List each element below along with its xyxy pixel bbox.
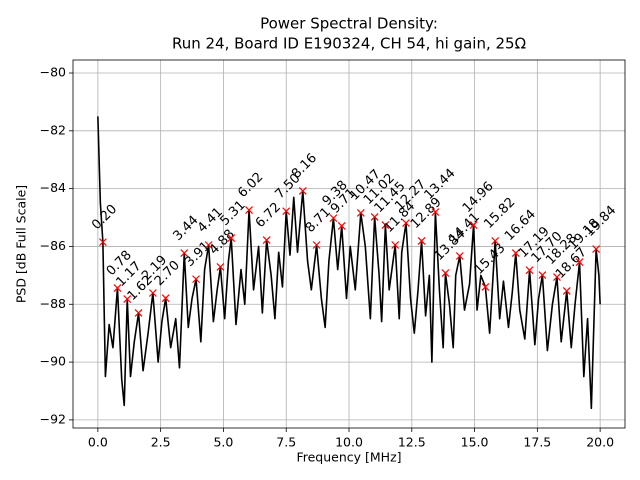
peak-marker [227, 234, 236, 242]
x-tick-label: 2.5 [151, 435, 171, 450]
psd-line [97, 116, 601, 410]
peak-label: 5.31 [217, 198, 248, 229]
peak-marker [511, 249, 520, 258]
peak-marker [553, 273, 561, 282]
x-tick-label: 7.5 [276, 435, 296, 450]
x-tick-label: 20.0 [586, 435, 614, 450]
peak-label: 4.88 [207, 227, 238, 258]
peak-label: 6.02 [235, 170, 266, 201]
peak-marker [592, 245, 601, 253]
peak-label: 8.16 [289, 151, 320, 182]
peak-marker [391, 241, 400, 249]
peak-marker [180, 249, 189, 258]
peak-marker [455, 252, 464, 260]
peak-marker [262, 236, 271, 245]
peak-label: 6.72 [253, 200, 284, 231]
peak-label: 0.20 [89, 202, 120, 233]
peak-marker [337, 222, 346, 230]
peak-marker [192, 275, 200, 284]
peak-marker [113, 284, 122, 293]
y-tick-label: −92 [40, 411, 66, 426]
peak-marker [402, 219, 410, 227]
x-tick-label: 15.0 [461, 435, 489, 450]
peak-label: 8.71 [303, 205, 334, 236]
peak-marker [431, 208, 440, 216]
peak-marker [161, 294, 170, 303]
y-tick-label: −88 [40, 296, 66, 311]
peak-marker [417, 237, 426, 245]
peak-marker [481, 283, 490, 291]
peak-label: 13.44 [422, 166, 459, 203]
y-axis-label: PSD [dB Full Scale] [14, 185, 29, 303]
peak-marker [469, 221, 478, 229]
peak-marker [148, 289, 157, 297]
plot-frame [72, 59, 626, 429]
y-tick-label: −80 [40, 65, 66, 80]
y-tick-label: −82 [40, 122, 66, 137]
x-tick-label: 17.5 [523, 435, 551, 450]
peak-marker [98, 238, 107, 247]
peak-marker [575, 258, 584, 266]
peak-marker [562, 287, 571, 295]
peak-marker [441, 269, 450, 277]
y-tick-label: −90 [40, 354, 66, 369]
x-tick-label: 10.0 [335, 435, 363, 450]
x-tick-label: 12.5 [398, 435, 426, 450]
peak-marker [282, 207, 291, 216]
chart-subtitle: Run 24, Board ID E190324, CH 54, hi gain… [172, 35, 526, 53]
x-tick-label: 5.0 [213, 435, 233, 450]
peak-marker [245, 206, 253, 214]
x-axis-label: Frequency [MHz] [296, 450, 401, 465]
peak-marker [123, 295, 132, 303]
peak-marker [329, 214, 338, 223]
peak-marker [356, 208, 365, 217]
peak-marker [370, 213, 379, 221]
y-tick-label: −84 [40, 180, 66, 195]
peak-marker [216, 263, 225, 271]
peak-marker [491, 237, 500, 245]
peak-marker [134, 309, 143, 317]
peak-marker [204, 241, 213, 249]
peak-marker [298, 187, 307, 195]
peak-marker [525, 266, 534, 275]
y-tick-label: −86 [40, 238, 66, 253]
peak-marker [538, 271, 547, 280]
peak-marker [381, 221, 390, 229]
x-tick-label: 0.0 [88, 435, 108, 450]
peak-marker [312, 241, 321, 249]
chart-title: Power Spectral Density: [260, 15, 438, 33]
